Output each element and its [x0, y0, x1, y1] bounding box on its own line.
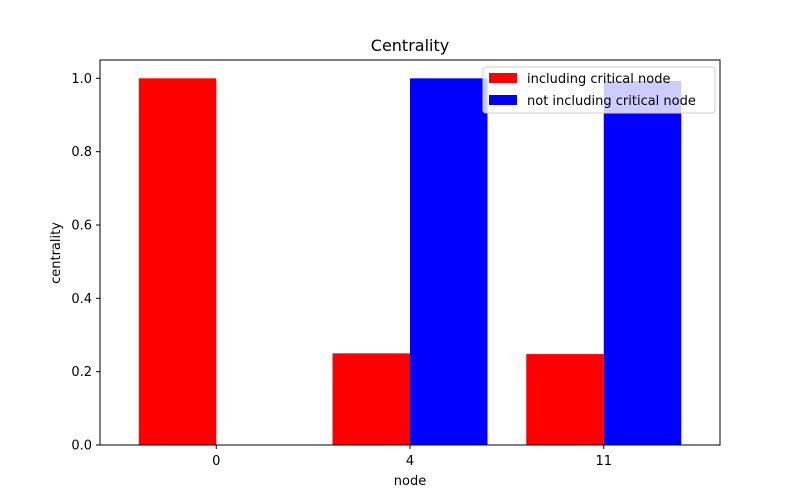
x-tick-label: 0 — [212, 454, 220, 469]
legend-swatch-not-including — [489, 95, 517, 105]
y-axis-label: centrality — [49, 222, 64, 284]
legend: including critical node not including cr… — [482, 66, 716, 114]
y-axis-ticks: 0.0 0.2 0.4 0.6 0.8 1.0 — [71, 72, 100, 454]
y-tick-label: 0.6 — [71, 219, 92, 234]
legend-label-not-including: not including critical node — [527, 94, 696, 109]
x-tick-label: 11 — [595, 454, 612, 469]
y-tick-label: 1.0 — [71, 72, 92, 87]
chart-title: Centrality — [371, 36, 449, 55]
bar-including-node-0 — [138, 78, 217, 445]
x-axis-ticks: 0 4 11 — [212, 445, 612, 469]
y-tick-label: 0.4 — [71, 292, 92, 307]
plot-frame — [99, 59, 721, 446]
bar-not-including-node-11 — [603, 80, 682, 446]
y-tick-label: 0.2 — [71, 365, 92, 380]
y-tick-label: 0.8 — [71, 145, 92, 160]
bar-including-node-11 — [526, 354, 604, 445]
legend-label-including: including critical node — [527, 72, 670, 87]
x-axis-label: node — [394, 474, 426, 489]
bars-group — [138, 78, 682, 446]
x-tick-label: 4 — [406, 454, 414, 469]
bar-including-node-4 — [332, 353, 410, 445]
legend-box — [482, 66, 716, 114]
bar-not-including-node-4 — [410, 78, 488, 445]
y-tick-label: 0.0 — [71, 439, 92, 454]
legend-swatch-including — [489, 73, 517, 83]
